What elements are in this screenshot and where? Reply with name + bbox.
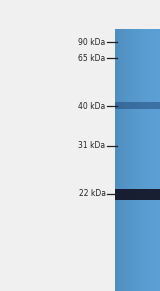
Bar xyxy=(147,29,148,291)
Text: 31 kDa: 31 kDa xyxy=(78,141,106,150)
Text: 40 kDa: 40 kDa xyxy=(78,102,106,111)
Bar xyxy=(118,29,120,291)
Bar xyxy=(117,29,118,291)
Text: 90 kDa: 90 kDa xyxy=(78,38,106,47)
Bar xyxy=(124,29,126,291)
Bar xyxy=(115,102,160,109)
Bar xyxy=(150,29,151,291)
Bar xyxy=(159,29,160,291)
Bar xyxy=(139,29,141,291)
Bar xyxy=(152,29,154,291)
Text: 22 kDa: 22 kDa xyxy=(79,189,106,198)
Bar xyxy=(156,29,157,291)
Bar xyxy=(151,29,152,291)
Bar xyxy=(121,29,123,291)
Bar xyxy=(133,29,135,291)
Bar xyxy=(115,29,117,291)
Bar xyxy=(157,29,159,291)
Bar xyxy=(141,29,142,291)
Bar xyxy=(126,29,127,291)
Bar xyxy=(123,29,124,291)
Bar xyxy=(115,29,160,291)
Bar xyxy=(115,189,160,200)
Bar xyxy=(136,29,138,291)
Bar xyxy=(145,29,147,291)
Bar xyxy=(129,29,130,291)
Text: 65 kDa: 65 kDa xyxy=(78,54,106,63)
Bar xyxy=(120,29,121,291)
Bar xyxy=(130,29,132,291)
Bar xyxy=(154,29,156,291)
Bar xyxy=(144,29,145,291)
Bar xyxy=(138,29,139,291)
Bar xyxy=(148,29,150,291)
Bar xyxy=(127,29,129,291)
Bar xyxy=(132,29,133,291)
Bar xyxy=(135,29,136,291)
Bar xyxy=(142,29,144,291)
